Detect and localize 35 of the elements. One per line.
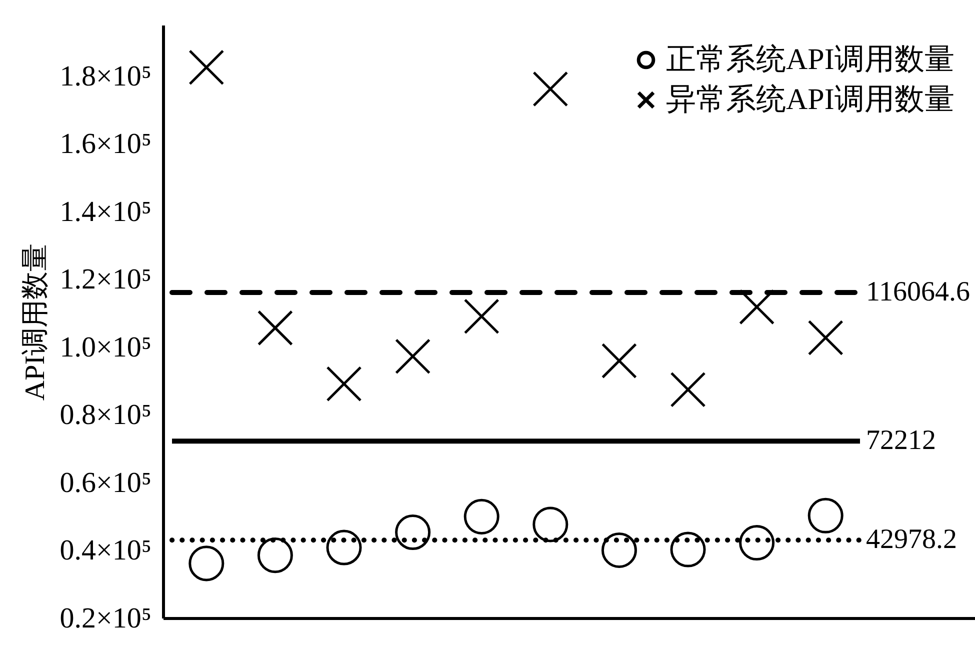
point <box>670 532 706 568</box>
y-axis-title: API调用数量 <box>20 243 51 401</box>
point <box>464 298 500 334</box>
point <box>257 538 293 574</box>
y-tick-label: 0.6×10⁵ <box>60 466 152 499</box>
y-tick-label: 0.2×10⁵ <box>60 602 152 634</box>
point <box>395 338 431 374</box>
y-tick-label: 1.2×10⁵ <box>60 264 152 296</box>
point <box>601 532 637 568</box>
point <box>326 366 362 402</box>
y-tick-label: 1.6×10⁵ <box>60 128 152 160</box>
legend-label: 正常系统API调用数量 <box>666 43 954 76</box>
point <box>464 498 500 534</box>
point <box>808 498 844 534</box>
point <box>532 506 568 542</box>
y-tick-label: 1.0×10⁵ <box>60 331 152 364</box>
point <box>188 546 224 582</box>
y-tick-label: 1.8×10⁵ <box>60 60 152 92</box>
point <box>670 372 706 408</box>
point <box>395 514 431 550</box>
point <box>739 289 775 325</box>
point <box>188 50 224 86</box>
point <box>257 310 293 346</box>
ref-line-label: 72212 <box>866 425 936 456</box>
y-tick-label: 0.8×10⁵ <box>60 399 152 432</box>
point <box>739 525 775 560</box>
y-tick-label: 0.4×10⁵ <box>60 534 152 567</box>
ref-line-label: 116064.6 <box>866 276 970 308</box>
y-tick-label: 1.4×10⁵ <box>60 196 152 228</box>
point <box>326 530 362 566</box>
point <box>808 320 844 356</box>
ref-line-label: 42978.2 <box>866 524 957 556</box>
legend-label: 异常系统API调用数量 <box>666 83 954 116</box>
point <box>601 343 637 379</box>
point <box>532 71 568 107</box>
